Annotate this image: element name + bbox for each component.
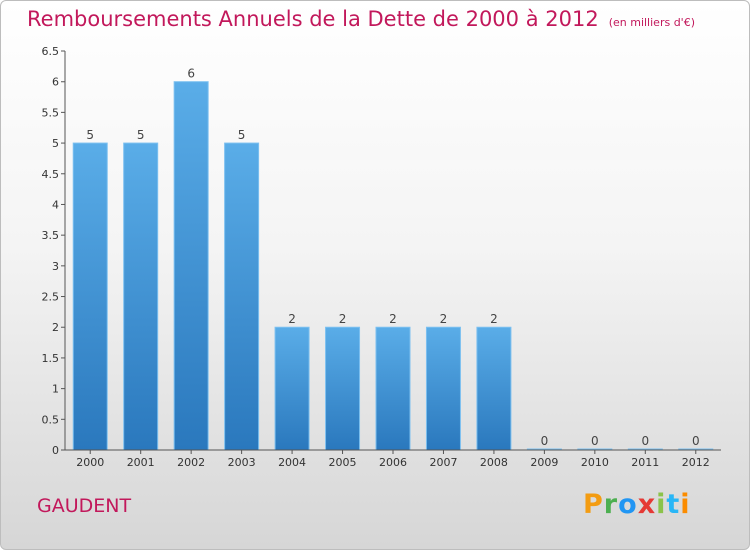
bar-2002 xyxy=(173,81,209,451)
logo-letter: i xyxy=(680,489,691,520)
proxiti-logo: Proxiti xyxy=(583,489,691,520)
bar-2007 xyxy=(425,326,461,451)
x-tick-label-2001: 2001 xyxy=(127,456,155,469)
y-tick-label: 4.5 xyxy=(42,168,60,181)
bar-2000 xyxy=(72,142,108,451)
bar-2004 xyxy=(274,326,310,451)
data-label-2000: 5 xyxy=(86,128,94,142)
bar-2005 xyxy=(325,326,361,451)
x-tick-label-2010: 2010 xyxy=(581,456,609,469)
x-axis: 2000 2001 2002 2003 2004 2005 2006 2007 2008 2009… xyxy=(65,449,721,469)
data-label-2001: 5 xyxy=(137,128,145,142)
data-label-2003: 5 xyxy=(238,128,246,142)
chart-subtitle: (en milliers d'€) xyxy=(608,16,695,29)
x-tick-label-2008: 2008 xyxy=(480,456,508,469)
y-tick-label: 1 xyxy=(52,383,59,396)
x-tick-label-2009: 2009 xyxy=(530,456,558,469)
logo-letter: o xyxy=(618,489,638,520)
bar-2001 xyxy=(123,142,159,451)
data-labels: 5 5 6 5 2 2 2 2 2 0 0 0 0 xyxy=(86,67,699,448)
data-label-2012: 0 xyxy=(692,434,700,448)
chart-title-block: Remboursements Annuels de la Dette de 20… xyxy=(27,7,695,31)
bar-2008 xyxy=(476,326,512,451)
bar-2003 xyxy=(224,142,260,451)
y-tick-label: 5.5 xyxy=(42,106,60,119)
logo-letter: P xyxy=(583,489,604,520)
bars xyxy=(72,81,714,451)
y-tick-label: 0.5 xyxy=(42,413,60,426)
data-label-2005: 2 xyxy=(339,312,347,326)
y-axis: 0 0.5 1 1.5 2 2.5 3 3.5 4 4.5 5 5.5 6 6.5 xyxy=(42,45,66,457)
y-tick-label: 1.5 xyxy=(42,352,60,365)
bar-2006 xyxy=(375,326,411,451)
y-tick-label: 6.5 xyxy=(42,45,60,58)
data-label-2009: 0 xyxy=(541,434,549,448)
y-tick-label: 4 xyxy=(52,198,59,211)
y-tick-label: 2.5 xyxy=(42,291,60,304)
data-label-2011: 0 xyxy=(641,434,649,448)
chart-title: Remboursements Annuels de la Dette de 20… xyxy=(27,7,599,31)
y-tick-label: 0 xyxy=(52,444,59,457)
x-tick-label-2007: 2007 xyxy=(429,456,457,469)
x-tick-label-2011: 2011 xyxy=(631,456,659,469)
data-label-2002: 6 xyxy=(187,67,195,81)
logo-letter: r xyxy=(603,489,619,520)
y-tick-label: 5 xyxy=(52,137,59,150)
logo-letter: i xyxy=(656,489,667,520)
x-tick-label-2004: 2004 xyxy=(278,456,306,469)
y-tick-label: 3.5 xyxy=(42,229,60,242)
x-tick-label-2005: 2005 xyxy=(329,456,357,469)
data-label-2006: 2 xyxy=(389,312,397,326)
y-tick-label: 6 xyxy=(52,76,59,89)
x-tick-label-2012: 2012 xyxy=(682,456,710,469)
x-tick-label-2002: 2002 xyxy=(177,456,205,469)
x-tick-label-2003: 2003 xyxy=(228,456,256,469)
logo-letter: t xyxy=(666,489,681,520)
data-label-2004: 2 xyxy=(288,312,296,326)
y-tick-label: 2 xyxy=(52,321,59,334)
logo-letter: x xyxy=(637,489,657,520)
y-tick-label: 3 xyxy=(52,260,59,273)
data-label-2007: 2 xyxy=(440,312,448,326)
x-tick-label-2006: 2006 xyxy=(379,456,407,469)
data-label-2008: 2 xyxy=(490,312,498,326)
data-label-2010: 0 xyxy=(591,434,599,448)
commune-name: GAUDENT xyxy=(37,495,132,517)
x-tick-label-2000: 2000 xyxy=(76,456,104,469)
